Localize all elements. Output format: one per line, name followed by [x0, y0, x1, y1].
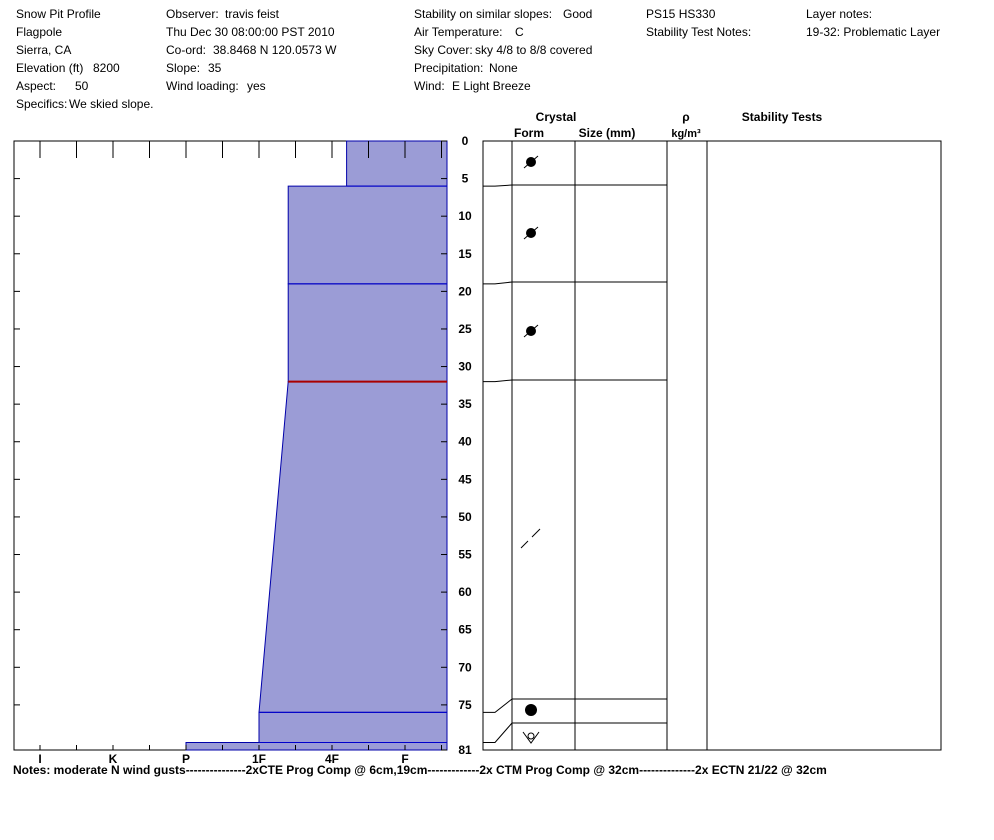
rounded-grain-icon — [525, 704, 537, 716]
hardness-layer-1 — [346, 140, 448, 187]
pit-notes: Notes: moderate N wind gusts------------… — [13, 763, 827, 777]
depth-tick-label: 45 — [458, 472, 472, 486]
wind-value: E Light Breeze — [452, 79, 531, 93]
hardness-layer-2 — [287, 185, 448, 285]
hardness-tick-label: 1F — [252, 752, 266, 766]
size-heading: Size (mm) — [579, 126, 636, 140]
hardness-layer-6 — [185, 741, 448, 751]
rounding-faceted-stroke — [523, 226, 539, 240]
table-layer-connector — [483, 698, 513, 713]
hardness-tick-label: P — [182, 752, 190, 766]
depth-tick-label: 0 — [462, 134, 469, 148]
layer-notes-label: Layer notes: — [806, 7, 873, 21]
stability-test-notes-label: Stability Test Notes: — [646, 25, 752, 39]
depth-tick-label: 15 — [458, 247, 472, 261]
decomposing-icon-stroke — [531, 528, 541, 538]
depth-tick-label: 20 — [458, 284, 472, 298]
stability-value: Good — [563, 7, 593, 21]
depth-tick-label: 55 — [458, 548, 472, 562]
slope-label: Slope: — [166, 61, 201, 75]
hardness-tick-label: I — [38, 752, 41, 766]
observer-label: Observer: — [166, 7, 219, 21]
table-layer-connector — [483, 722, 513, 743]
precip-label: Precipitation: — [414, 61, 484, 75]
depth-tick-label: 10 — [458, 209, 472, 223]
hardness-layer-3 — [287, 283, 448, 383]
aspect-label: Aspect: — [16, 79, 57, 93]
depth-tick-label: 81 — [458, 743, 472, 757]
elevation-value: 8200 — [93, 61, 120, 75]
elevation-label: Elevation (ft) — [16, 61, 84, 75]
table-layer-connector — [483, 379, 513, 383]
hardness-layer-5 — [258, 711, 448, 743]
depth-tick-label: 70 — [458, 660, 472, 674]
depth-tick-label: 30 — [458, 360, 472, 374]
depth-tick-label: 40 — [458, 435, 472, 449]
rounding-faceted-stroke — [523, 155, 539, 169]
location-name: Flagpole — [16, 25, 63, 39]
decomposing-icon — [520, 540, 529, 549]
aspect-value: 50 — [75, 79, 89, 93]
hardness-tick-label: K — [109, 752, 118, 766]
coord-label: Co-ord: — [166, 43, 207, 57]
depth-tick-label: 50 — [458, 510, 472, 524]
stability-label: Stability on similar slopes: — [414, 7, 553, 21]
wind-label: Wind: — [414, 79, 445, 93]
hardness-layer-4 — [258, 381, 448, 713]
depth-tick-label: 35 — [458, 397, 472, 411]
datetime-value: Thu Dec 30 08:00:00 PST 2010 — [166, 25, 335, 39]
specifics-value: We skied slope. — [69, 97, 154, 111]
specifics-label: Specifics: — [16, 97, 68, 111]
table-layer-connector — [483, 184, 513, 187]
observer-value: travis feist — [225, 7, 280, 21]
precip-value: None — [489, 61, 518, 75]
sky-value: sky 4/8 to 8/8 covered — [475, 43, 593, 57]
form-heading: Form — [514, 126, 544, 140]
coord-value: 38.8468 N 120.0573 W — [213, 43, 337, 57]
melt-freeze-icon-dot — [527, 732, 535, 740]
depth-tick-label: 75 — [458, 698, 472, 712]
stability-tests-heading: Stability Tests — [742, 110, 823, 124]
wind-loading-label: Wind loading: — [166, 79, 239, 93]
wind-loading-value: yes — [247, 79, 266, 93]
depth-tick-label: 60 — [458, 585, 472, 599]
region-name: Sierra, CA — [16, 43, 72, 57]
hardness-tick-label: F — [401, 752, 408, 766]
slope-value: 35 — [208, 61, 222, 75]
air-temp-value: C — [515, 25, 524, 39]
table-layer-connector — [483, 281, 513, 285]
hardness-tick-label: 4F — [325, 752, 339, 766]
depth-tick-label: 25 — [458, 322, 472, 336]
crystal-table-frame — [482, 140, 942, 751]
pit-title: Snow Pit Profile — [16, 7, 101, 21]
layer-notes-value: 19-32: Problematic Layer — [806, 25, 941, 39]
melt-freeze-icon — [522, 731, 540, 744]
rounding-faceted-stroke — [523, 324, 539, 338]
depth-tick-label: 65 — [458, 623, 472, 637]
density-unit-heading: kg/m³ — [671, 128, 701, 140]
depth-tick-label: 5 — [462, 172, 469, 186]
ps-hs-value: PS15 HS330 — [646, 7, 716, 21]
crystal-heading: Crystal — [536, 110, 577, 124]
air-temp-label: Air Temperature: — [414, 25, 503, 39]
rho-heading: ρ — [682, 110, 689, 124]
sky-label: Sky Cover: — [414, 43, 473, 57]
